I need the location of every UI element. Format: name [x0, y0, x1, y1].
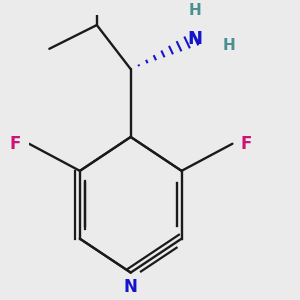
Text: F: F: [10, 135, 21, 153]
Text: N: N: [124, 278, 138, 296]
Text: H: H: [222, 38, 235, 53]
Text: N: N: [188, 30, 202, 48]
Text: F: F: [241, 135, 252, 153]
Text: H: H: [189, 3, 202, 18]
